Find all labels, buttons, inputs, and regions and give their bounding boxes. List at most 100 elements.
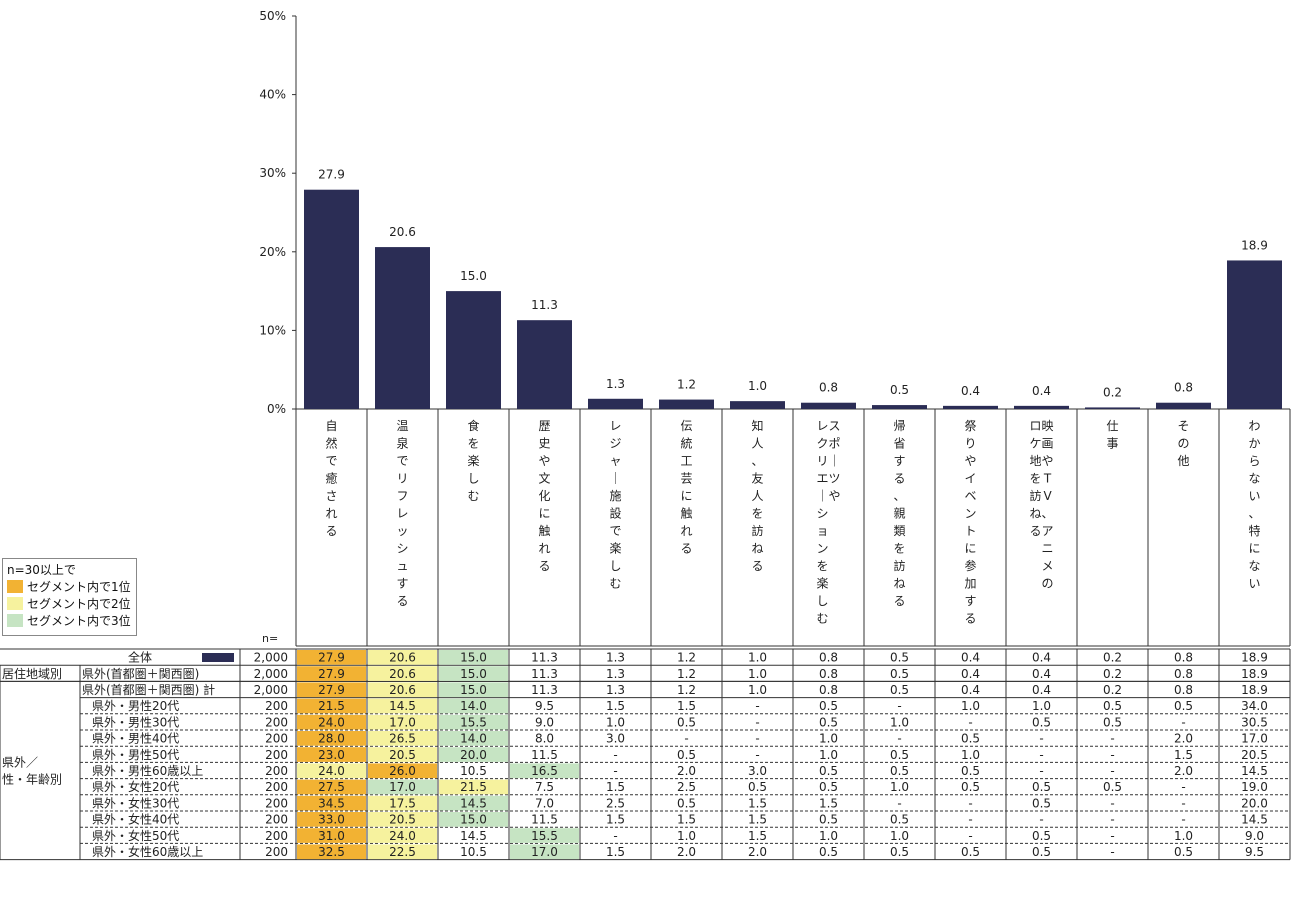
bar <box>304 189 359 409</box>
table-cell-value: 31.0 <box>318 829 345 843</box>
category-label-char: 触 <box>538 524 550 538</box>
category-label: 仕事 <box>1106 419 1118 451</box>
data-label: 18.9 <box>1241 238 1268 252</box>
table-cell-value: 0.4 <box>1032 651 1051 665</box>
rank-cell-bg <box>439 714 508 730</box>
legend-label-rank3: セグメント内で3位 <box>27 614 131 628</box>
table-cell-value: 1.0 <box>890 715 909 729</box>
table-cell-value: - <box>1110 829 1114 843</box>
table-cell-value: 2.0 <box>677 845 696 859</box>
table-cell-value: 1.0 <box>748 683 767 697</box>
category-label-char: を <box>751 507 763 521</box>
table-cell-value: 0.5 <box>1032 829 1051 843</box>
table-cell-value: 1.0 <box>748 651 767 665</box>
category-label-char: 統 <box>680 437 692 451</box>
category-label-char: 化 <box>538 489 550 503</box>
table-cell-value: 20.5 <box>1241 748 1268 762</box>
category-label-char: 楽 <box>467 454 479 468</box>
table-cell-value: 0.5 <box>819 780 838 794</box>
row-label: 県外・男性40代 <box>92 732 179 746</box>
y-tick-label: 40% <box>259 88 286 102</box>
row-label: 県外・男性60歳以上 <box>92 764 203 778</box>
table-cell-value: 24.0 <box>318 715 345 729</box>
rank-cell-bg <box>439 747 508 762</box>
side-group-label: 県外／ <box>2 756 38 770</box>
y-tick-label: 30% <box>259 166 286 180</box>
table-cell-value: 2.0 <box>677 764 696 778</box>
table-cell-value: 0.8 <box>1174 683 1193 697</box>
category-label-char: に <box>964 542 976 556</box>
row-label: 県外・女性40代 <box>92 812 179 827</box>
table-cell-value: 1.0 <box>1174 829 1193 843</box>
table-cell-value: 0.4 <box>961 683 980 697</box>
category-label-char: 、 <box>1042 507 1054 521</box>
table-cell-value: 18.9 <box>1241 667 1268 681</box>
category-label-char: ョ <box>816 524 828 538</box>
table-cell-value: 0.5 <box>890 764 909 778</box>
table-cell-value: 1.3 <box>606 683 625 697</box>
rank-cell-bg <box>368 844 437 860</box>
table-cell-value: 28.0 <box>318 732 345 746</box>
row-n-value: 200 <box>265 748 288 762</box>
rank-cell-bg <box>297 731 366 746</box>
data-label: 0.4 <box>1032 384 1051 398</box>
rank-cell-bg <box>297 844 366 860</box>
category-label-char: る <box>396 594 408 608</box>
table-cell-value: 2.0 <box>1174 732 1193 746</box>
table-cell-value: 21.5 <box>460 780 487 794</box>
bar <box>659 399 714 409</box>
table-cell-value: 0.8 <box>819 683 838 697</box>
table-cell-value: 9.5 <box>535 699 554 713</box>
category-label: レジャ ｜ 施設で楽しむ <box>609 419 621 591</box>
category-label-char: す <box>964 594 976 608</box>
table-cell-value: 0.5 <box>1174 699 1193 713</box>
table-cell-value: 8.0 <box>535 732 554 746</box>
table-cell-value: 1.2 <box>677 683 696 697</box>
category-label-char: れ <box>538 542 550 556</box>
category-label-char: シ <box>396 542 408 556</box>
table-cell-value: 30.5 <box>1241 715 1268 729</box>
category-label-char: や <box>538 454 550 468</box>
table-cell-value: 1.0 <box>961 748 980 762</box>
rank-cell-bg <box>297 779 366 795</box>
rank-cell-bg <box>368 682 437 698</box>
category-label: 自然で癒される <box>325 419 337 538</box>
rank-cell-bg <box>297 666 366 681</box>
category-label-char: 特 <box>1248 523 1260 538</box>
data-label: 0.8 <box>819 381 838 395</box>
table-cell-value: 0.5 <box>961 845 980 859</box>
row-label: 県外・女性60歳以上 <box>92 844 203 859</box>
table-cell-value: 24.0 <box>318 764 345 778</box>
data-label: 20.6 <box>389 225 416 239</box>
category-label-char: 施 <box>609 489 621 503</box>
table-cell-value: 27.5 <box>318 780 345 794</box>
table-cell-value: 20.0 <box>1241 796 1268 810</box>
row-n-value: 2,000 <box>254 651 288 665</box>
table-cell-value: 1.5 <box>606 780 625 794</box>
table-cell-value: 15.5 <box>531 829 558 843</box>
category-label-char: 文 <box>538 471 550 486</box>
table-cell-value: - <box>1039 748 1043 762</box>
bar <box>1014 405 1069 409</box>
table-cell-value: 0.5 <box>890 651 909 665</box>
category-label-char: ニ <box>1042 542 1054 556</box>
category-label-char: ｜ <box>609 472 621 486</box>
category-label-char: る <box>538 559 550 573</box>
category-label: 食を楽しむ <box>467 418 479 503</box>
table-cell-value: - <box>755 699 759 713</box>
data-label: 1.0 <box>748 379 767 393</box>
table-cell-value: - <box>1039 813 1043 827</box>
table-cell-value: 14.0 <box>460 732 487 746</box>
table-cell-value: 2.5 <box>677 780 696 794</box>
category-label-char: フ <box>396 489 408 503</box>
category-label-char: む <box>816 612 828 626</box>
y-tick-label: 20% <box>259 245 286 259</box>
data-label: 11.3 <box>531 298 558 312</box>
table-cell-value: 1.0 <box>748 667 767 681</box>
category-label-char: む <box>609 577 621 591</box>
table-cell-value: 1.5 <box>819 796 838 810</box>
category-label-char: 芸 <box>680 472 692 486</box>
table-cell-value: 0.8 <box>1174 651 1193 665</box>
rank-cell-bg <box>510 828 579 843</box>
row-label: 県外・男性20代 <box>92 699 179 713</box>
